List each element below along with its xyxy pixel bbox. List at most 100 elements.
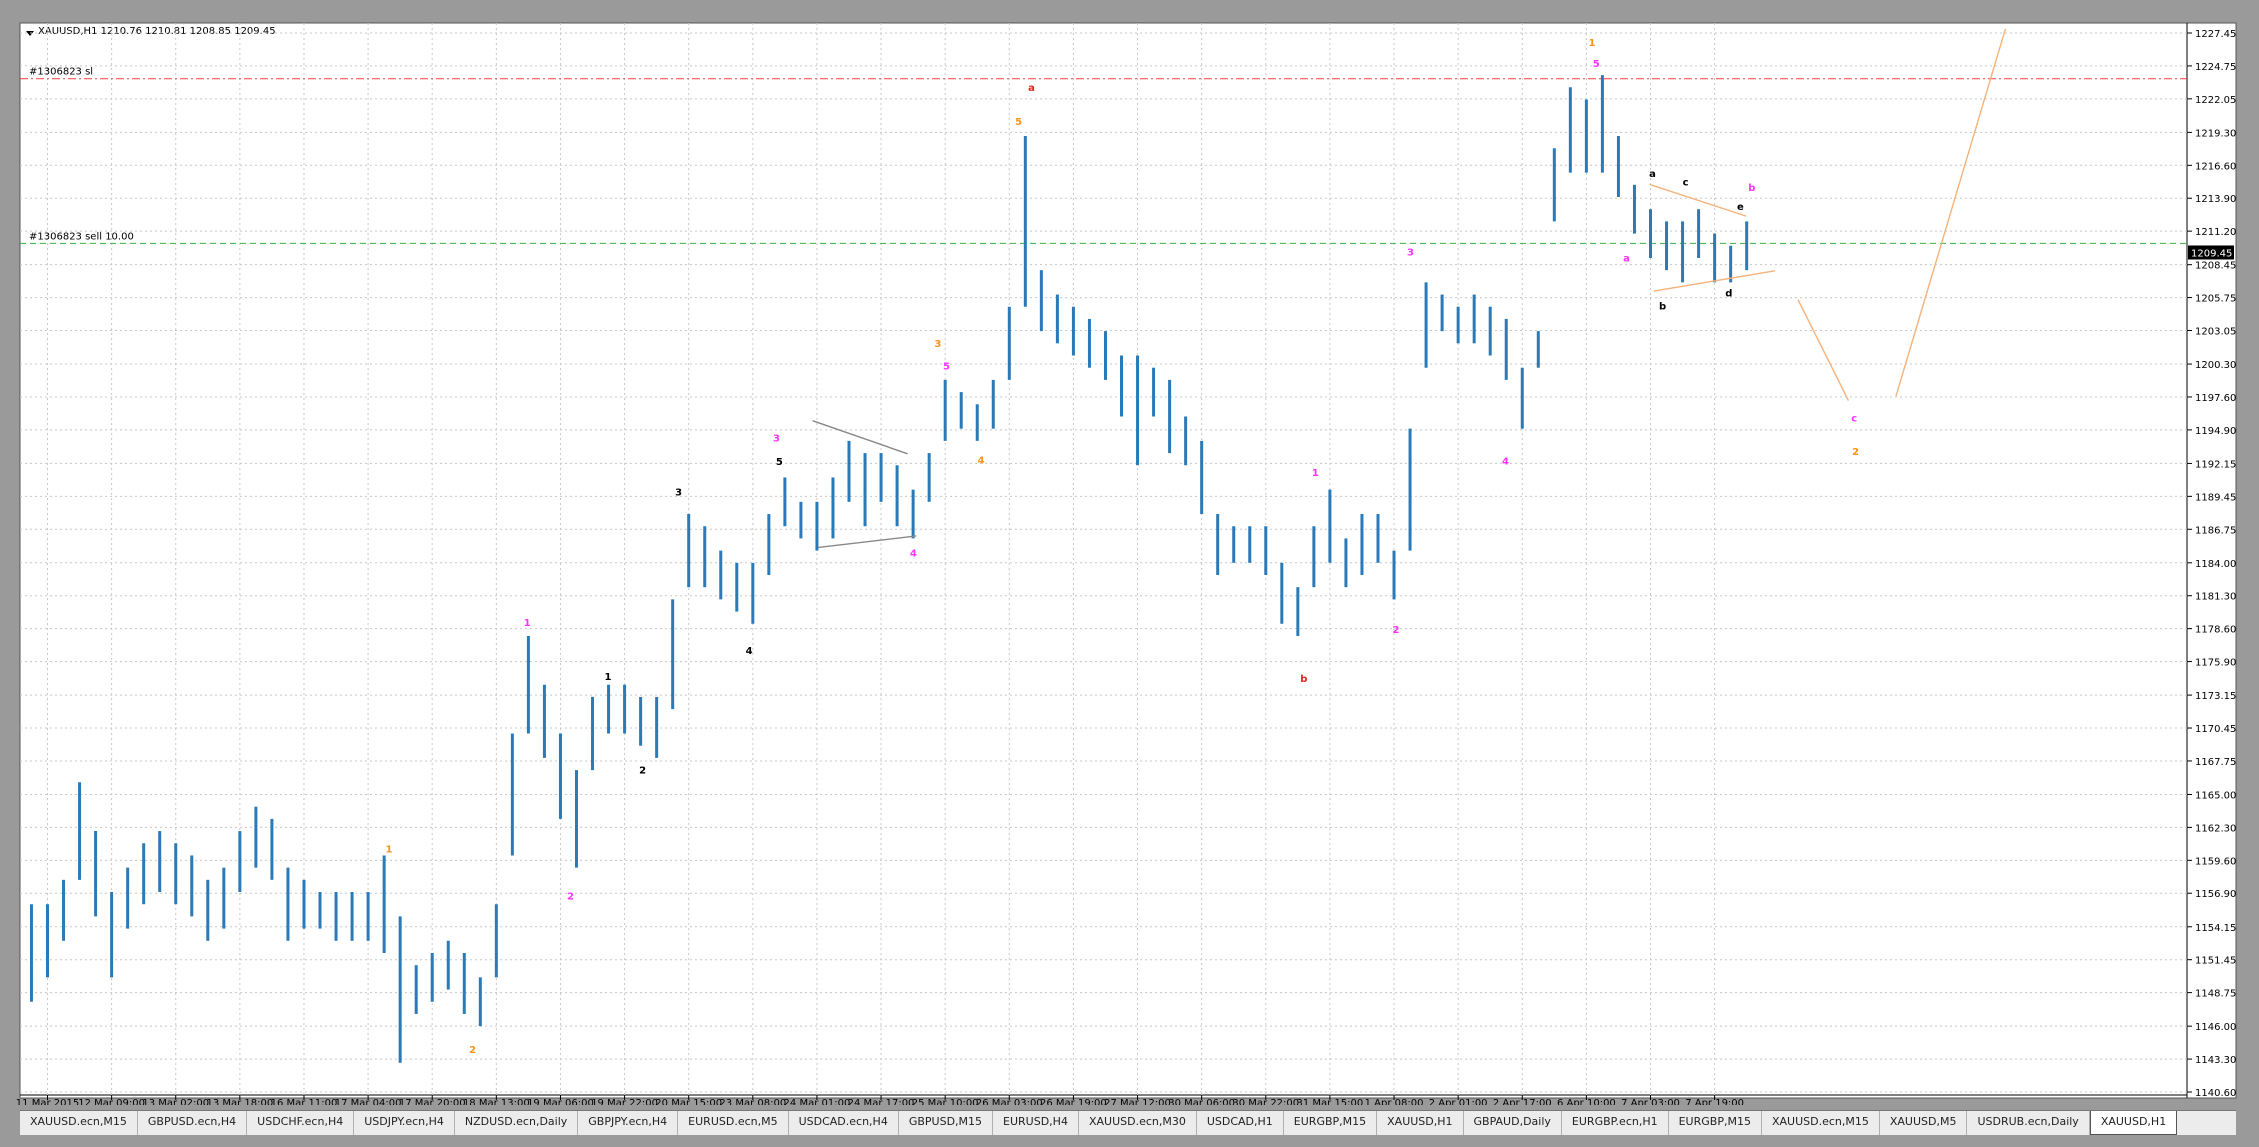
chart-tab[interactable]: EURUSD,H4 [993,1111,1079,1135]
x-tick-label: 19 Mar 06:00 [527,1098,594,1105]
chart-tab[interactable]: EURUSD.ecn,M5 [678,1111,789,1135]
wave-label: c [1683,178,1689,189]
trend-line [818,535,917,549]
y-tick-label: 1165.00 [2195,790,2236,801]
wave-label: 2 [469,1045,476,1056]
y-tick-label: 1216.60 [2195,161,2236,172]
y-tick-label: 1224.75 [2195,62,2236,73]
chart-tab[interactable]: USDJPY.ecn,H4 [354,1111,455,1135]
wave-label: 3 [934,339,941,350]
y-tick-label: 1194.90 [2195,426,2236,437]
wave-label: 1 [1312,468,1319,479]
x-tick-label: 23 Mar 08:00 [719,1098,786,1105]
y-tick-label: 1222.05 [2195,95,2236,106]
x-tick-label: 30 Mar 06:00 [1168,1098,1235,1105]
wave-label: 3 [1407,248,1414,259]
last-price: 1209.45 [2191,248,2232,259]
y-tick-label: 1213.90 [2195,194,2236,205]
x-tick-label: 27 Mar 12:00 [1104,1098,1171,1105]
wave-label: 2 [567,892,574,903]
x-tick-label: 7 Apr 03:00 [1621,1098,1680,1105]
x-tick-label: 17 Mar 20:00 [399,1098,466,1105]
chart-tab[interactable]: GBPAUD,Daily [1464,1111,1562,1135]
chart-tab[interactable]: XAUUSD.ecn,M30 [1079,1111,1197,1135]
wave-label: 2 [639,766,646,777]
y-tick-label: 1146.00 [2195,1022,2236,1033]
y-tick-label: 1162.30 [2195,823,2236,834]
chart-tab[interactable]: EURGBP.ecn,H1 [1562,1111,1669,1135]
x-tick-label: 19 Mar 22:00 [591,1098,658,1105]
chart-background [19,22,2237,1099]
trend-line [1649,183,1747,217]
y-tick-label: 1175.90 [2195,658,2236,669]
y-tick-label: 1189.45 [2195,492,2236,503]
trend-line [1895,28,2007,397]
x-tick-label: 20 Mar 15:00 [655,1098,722,1105]
wave-label: 5 [1015,117,1022,128]
chart-tab[interactable]: EURGBP,M15 [1284,1111,1378,1135]
y-tick-label: 1178.60 [2195,625,2236,636]
chart-tab[interactable]: GBPUSD.ecn,H4 [138,1111,248,1135]
y-tick-label: 1227.45 [2195,29,2236,40]
y-tick-label: 1203.05 [2195,327,2236,338]
chart-tab[interactable]: XAUUSD.ecn,M15 [20,1111,138,1135]
wave-label: d [1725,289,1732,300]
wave-label: 5 [943,361,950,372]
wave-label: 3 [773,433,780,444]
x-tick-label: 30 Mar 22:00 [1232,1098,1299,1105]
order-label: #1306823 sell 10.00 [29,231,134,242]
wave-label: 1 [604,672,611,683]
tab-bar: XAUUSD.ecn,M15 GBPUSD.ecn,H4 USDCHF.ecn,H4… [20,1110,2236,1135]
y-tick-label: 1156.90 [2195,889,2236,900]
wave-label: 2 [1852,447,1859,458]
x-tick-label: 1 Apr 08:00 [1365,1098,1424,1105]
x-tick-label: 11 Mar 2015 [16,1098,79,1105]
x-tick-label: 6 Apr 10:00 [1557,1098,1616,1105]
y-tick-label: 1143.30 [2195,1055,2236,1066]
wave-label: 1 [386,845,393,856]
wave-label: b [1659,302,1666,313]
x-tick-label: 31 Mar 15:00 [1297,1098,1364,1105]
chart-tab[interactable]: XAUUSD,M5 [1880,1111,1968,1135]
x-tick-label: 16 Mar 11:00 [271,1098,338,1105]
chart-tab[interactable]: XAUUSD.ecn,M15 [1762,1111,1880,1135]
y-tick-label: 1173.15 [2195,691,2236,702]
chart-tab[interactable]: NZDUSD.ecn,Daily [455,1111,579,1135]
chart-tab[interactable]: EURGBP,M15 [1669,1111,1762,1135]
wave-label: a [1649,169,1656,180]
chart-tab[interactable]: XAUUSD,H1 [2089,1111,2178,1135]
wave-label: 4 [746,646,753,657]
wave-label: 4 [978,456,985,467]
x-tick-label: 24 Mar 01:00 [784,1098,851,1105]
wave-label: e [1737,202,1744,213]
chart-tab[interactable]: XAUUSD,H1 [1377,1111,1464,1135]
chart-tab[interactable]: USDRUB.ecn,Daily [1967,1111,2090,1135]
chart-tab[interactable]: USDCAD,H1 [1197,1111,1284,1135]
wave-label: a [1028,83,1035,94]
y-tick-label: 1205.75 [2195,294,2236,305]
wave-label: 1 [1588,38,1595,49]
x-tick-label: 7 Apr 19:00 [1685,1098,1744,1105]
wave-label: 4 [910,549,917,560]
wave-label: a [1623,253,1630,264]
chart: XAUUSD,H1 1210.76 1210.81 1208.85 1209.4… [16,22,2237,1105]
y-tick-label: 1151.45 [2195,956,2236,967]
x-tick-label: 24 Mar 17:00 [848,1098,915,1105]
wave-label: 2 [1393,625,1400,636]
chart-tab[interactable]: USDCAD.ecn,H4 [789,1111,899,1135]
y-tick-label: 1197.60 [2195,393,2236,404]
trend-line [812,420,908,455]
y-tick-label: 1208.45 [2195,261,2236,272]
order-label: #1306823 sl [29,67,93,78]
chart-tab[interactable]: USDCHF.ecn,H4 [247,1111,355,1135]
chart-tab[interactable]: GBPJPY.ecn,H4 [578,1111,679,1135]
x-tick-label: 18 Mar 13:00 [463,1098,530,1105]
chart-tab[interactable]: GBPUSD,M15 [899,1111,994,1135]
y-tick-label: 1170.45 [2195,724,2236,735]
y-tick-label: 1140.60 [2195,1088,2236,1099]
wave-label: 1 [524,618,531,629]
wave-label: b [1748,183,1755,194]
x-tick-label: 17 Mar 04:00 [335,1098,402,1105]
wave-label: 5 [1593,59,1600,70]
